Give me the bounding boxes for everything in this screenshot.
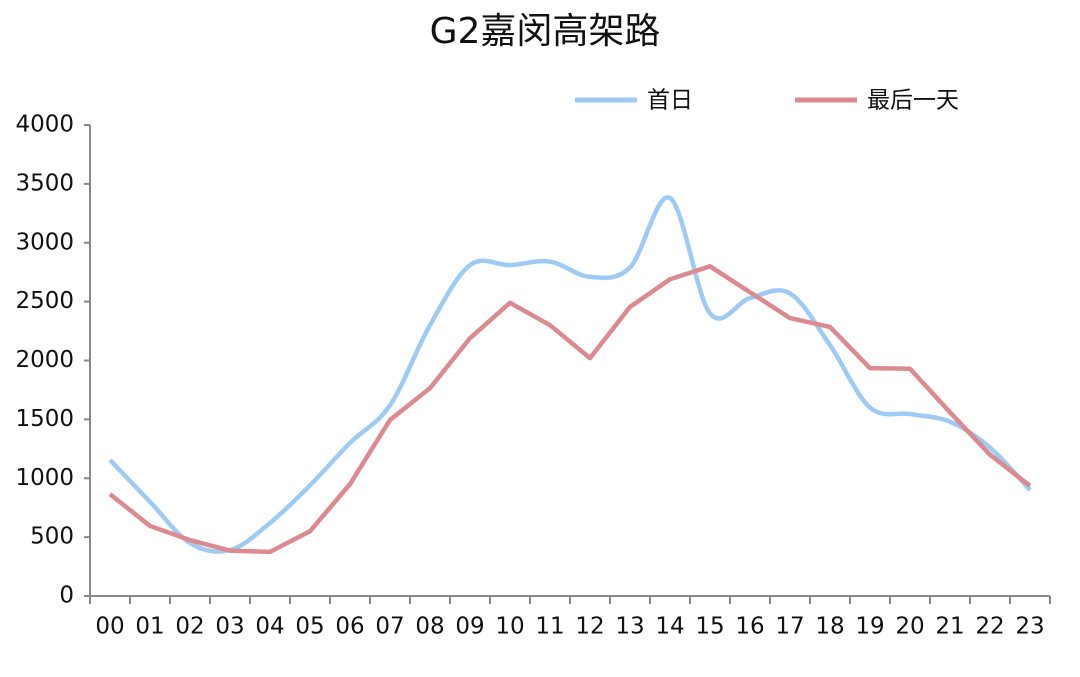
legend-label: 最后一天 <box>867 88 959 114</box>
x-tick-label: 07 <box>375 614 404 640</box>
x-tick-label: 23 <box>1015 614 1044 640</box>
x-tick-label: 02 <box>175 614 204 640</box>
x-tick-label: 00 <box>95 614 124 640</box>
y-tick-label: 1000 <box>15 465 74 491</box>
x-tick-label: 22 <box>975 614 1004 640</box>
y-tick-label: 3500 <box>15 170 74 196</box>
x-tick-label: 14 <box>655 614 684 640</box>
x-tick-label: 05 <box>295 614 324 640</box>
x-tick-label: 21 <box>935 614 964 640</box>
x-tick-label: 08 <box>415 614 444 640</box>
x-tick-label: 10 <box>495 614 524 640</box>
x-tick-label: 09 <box>455 614 484 640</box>
x-tick-label: 16 <box>735 614 764 640</box>
x-tick-label: 04 <box>255 614 284 640</box>
data-line <box>108 264 1032 555</box>
y-tick-label: 2500 <box>15 288 74 314</box>
x-tick-label: 15 <box>695 614 724 640</box>
y-tick-label: 4000 <box>15 112 74 138</box>
x-tick-label: 18 <box>815 614 844 640</box>
x-tick-label: 06 <box>335 614 364 640</box>
y-tick-label: 0 <box>59 583 74 609</box>
data-line <box>108 195 1032 554</box>
legend-label: 首日 <box>647 88 693 114</box>
x-tick-label: 12 <box>575 614 604 640</box>
x-tick-label: 11 <box>535 614 564 640</box>
x-tick-label: 20 <box>895 614 924 640</box>
y-tick-label: 1500 <box>15 406 74 432</box>
x-tick-label: 13 <box>615 614 644 640</box>
y-tick-label: 2000 <box>15 347 74 373</box>
x-tick-label: 03 <box>215 614 244 640</box>
x-tick-label: 17 <box>775 614 804 640</box>
x-tick-label: 19 <box>855 614 884 640</box>
y-tick-label: 500 <box>30 524 74 550</box>
x-tick-label: 01 <box>135 614 164 640</box>
y-tick-label: 3000 <box>15 229 74 255</box>
chart-title: G2嘉闵高架路 <box>430 11 661 52</box>
